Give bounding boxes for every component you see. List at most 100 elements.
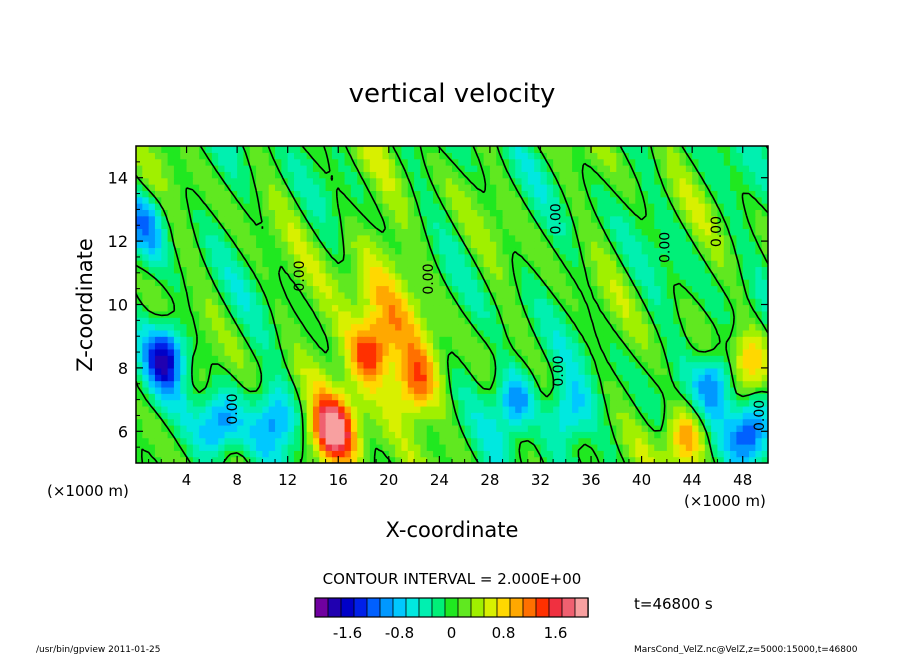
heatmap-cell xyxy=(679,424,687,432)
heatmap-cell xyxy=(603,329,611,337)
heatmap-cell xyxy=(420,291,428,299)
heatmap-cell xyxy=(268,355,276,363)
heatmap-cell xyxy=(161,443,169,451)
heatmap-cell xyxy=(338,424,346,432)
heatmap-cell xyxy=(376,304,384,312)
heatmap-cell xyxy=(142,165,150,172)
heatmap-cell xyxy=(502,247,510,255)
heatmap-cell xyxy=(199,158,207,166)
heatmap-cell xyxy=(154,450,162,458)
heatmap-cell xyxy=(325,241,333,249)
heatmap-cell xyxy=(515,367,523,375)
heatmap-cell xyxy=(704,177,712,185)
heatmap-cell xyxy=(565,431,573,439)
heatmap-cell xyxy=(300,158,308,166)
heatmap-cell xyxy=(161,329,169,337)
heatmap-cell xyxy=(433,437,440,445)
heatmap-cell xyxy=(591,146,598,153)
heatmap-cell xyxy=(180,215,188,223)
heatmap-cell xyxy=(325,418,333,426)
heatmap-cell xyxy=(534,158,542,166)
heatmap-cell xyxy=(445,323,453,331)
heatmap-cell xyxy=(622,146,630,153)
heatmap-cell xyxy=(597,361,605,369)
heatmap-cell xyxy=(578,367,586,375)
heatmap-cell xyxy=(439,171,447,179)
heatmap-cell xyxy=(211,266,219,274)
heatmap-cell xyxy=(559,348,567,356)
heatmap-cell xyxy=(161,190,169,198)
heatmap-cell xyxy=(502,291,510,299)
heatmap-cell xyxy=(237,228,245,236)
heatmap-cell xyxy=(515,158,523,166)
heatmap-cell xyxy=(275,228,282,236)
heatmap-cell xyxy=(363,367,371,375)
heatmap-cell xyxy=(470,190,478,198)
heatmap-cell xyxy=(711,266,719,274)
heatmap-cell xyxy=(224,171,232,179)
heatmap-cell xyxy=(211,298,219,306)
heatmap-cell xyxy=(445,443,453,451)
heatmap-cell xyxy=(553,298,561,306)
heatmap-cell xyxy=(369,234,377,242)
heatmap-cell xyxy=(742,386,750,394)
heatmap-cell xyxy=(325,285,333,293)
heatmap-cell xyxy=(249,336,257,344)
heatmap-cell xyxy=(287,348,295,356)
heatmap-cell xyxy=(584,215,592,223)
heatmap-cell xyxy=(610,222,617,230)
heatmap-cell xyxy=(218,146,226,153)
heatmap-cell xyxy=(553,196,561,204)
heatmap-cell xyxy=(704,209,712,217)
heatmap-cell xyxy=(439,348,447,356)
heatmap-cell xyxy=(717,399,725,407)
heatmap-cell xyxy=(173,215,181,223)
heatmap-cell xyxy=(591,279,598,287)
heatmap-cell xyxy=(230,190,238,198)
heatmap-cell xyxy=(414,266,421,274)
heatmap-cell xyxy=(136,361,143,369)
heatmap-cell xyxy=(521,431,529,439)
heatmap-cell xyxy=(154,342,162,350)
heatmap-cell xyxy=(192,412,200,420)
heatmap-cell xyxy=(603,380,611,388)
heatmap-cell xyxy=(496,437,504,445)
heatmap-cell xyxy=(199,266,207,274)
heatmap-cell xyxy=(268,412,276,420)
heatmap-cell xyxy=(458,329,466,337)
heatmap-cell xyxy=(742,310,750,318)
heatmap-cell xyxy=(186,348,194,356)
heatmap-cell xyxy=(148,443,156,451)
heatmap-cell xyxy=(502,266,510,274)
heatmap-cell xyxy=(205,291,213,299)
heatmap-cell xyxy=(388,184,396,191)
heatmap-cell xyxy=(540,412,548,420)
heatmap-cell xyxy=(755,177,763,185)
heatmap-cell xyxy=(730,215,737,223)
heatmap-cell xyxy=(730,418,737,426)
heatmap-cell xyxy=(205,424,213,432)
heatmap-cell xyxy=(350,222,358,230)
heatmap-cell xyxy=(218,215,226,223)
heatmap-cell xyxy=(344,342,352,350)
heatmap-cell xyxy=(363,285,371,293)
heatmap-cell xyxy=(357,203,365,210)
heatmap-cell xyxy=(363,209,371,217)
heatmap-cell xyxy=(654,418,662,426)
heatmap-cell xyxy=(591,165,598,172)
heatmap-cell xyxy=(464,412,472,420)
heatmap-cell xyxy=(382,165,390,172)
heatmap-cell xyxy=(401,342,409,350)
heatmap-cell xyxy=(243,380,251,388)
heatmap-cell xyxy=(458,291,466,299)
heatmap-cell xyxy=(654,304,662,312)
heatmap-cell xyxy=(338,241,346,249)
heatmap-cell xyxy=(420,443,428,451)
heatmap-cell xyxy=(496,323,504,331)
heatmap-cell xyxy=(540,342,548,350)
heatmap-cell xyxy=(654,450,662,458)
heatmap-cell xyxy=(363,443,371,451)
heatmap-cell xyxy=(344,241,352,249)
heatmap-cell xyxy=(477,323,485,331)
heatmap-cell xyxy=(666,329,674,337)
